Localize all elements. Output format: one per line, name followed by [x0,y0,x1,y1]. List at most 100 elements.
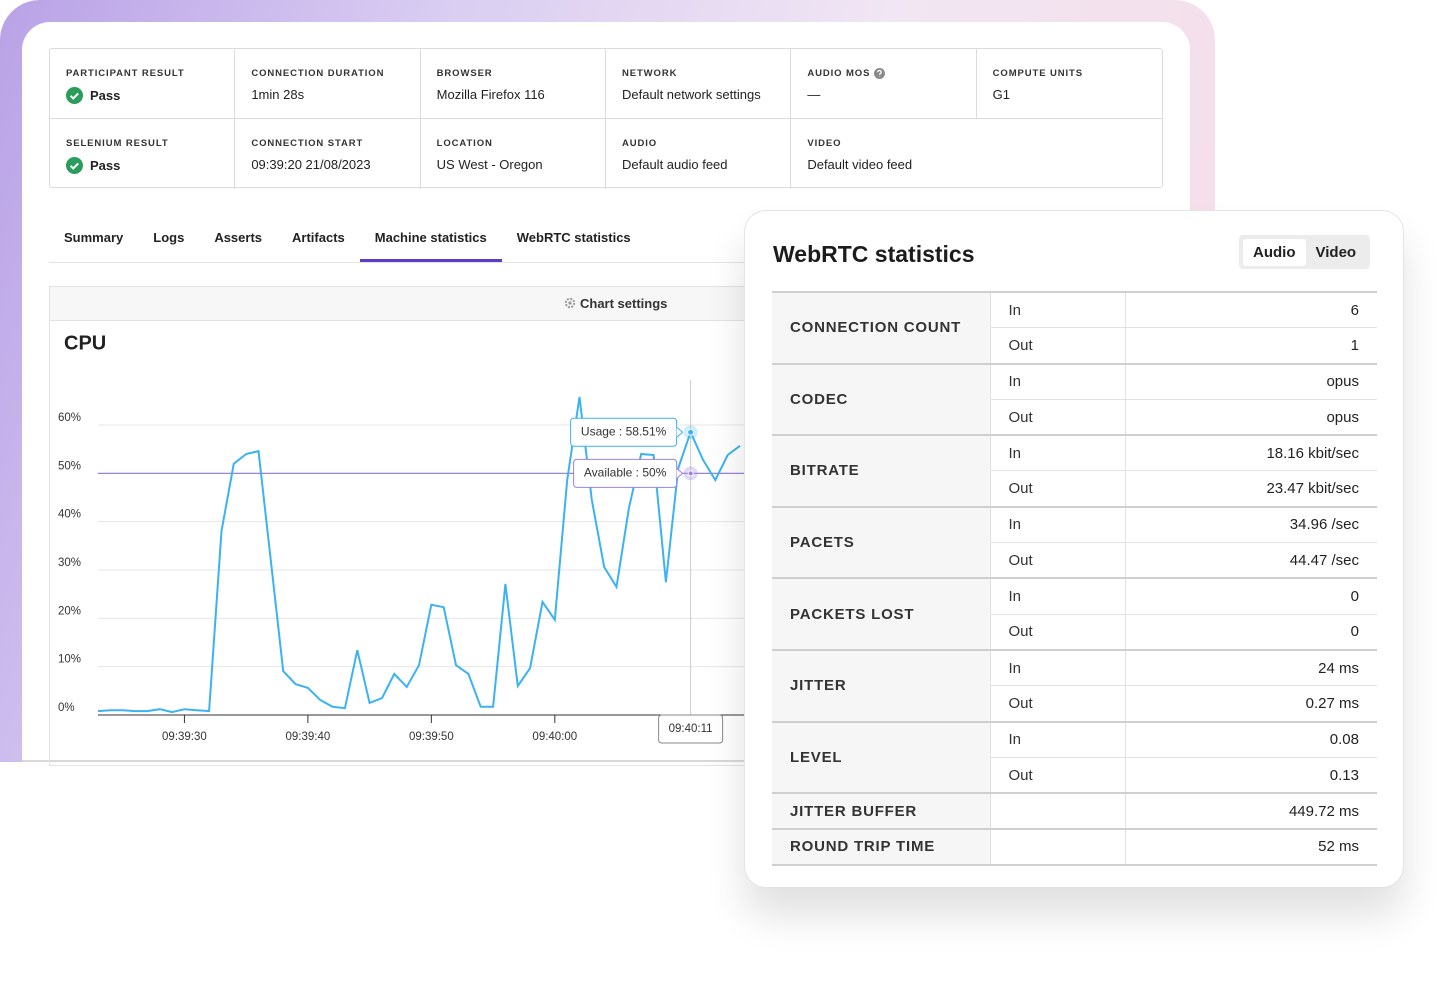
stats-row: Out 0 [772,613,1377,650]
stats-row: LEVEL In 0.08 [772,720,1377,794]
stat-direction: In [990,434,1126,471]
tab[interactable]: WebRTC statistics [516,230,631,245]
stat-direction: Out [990,542,1126,579]
tooltip-arrow [676,467,684,479]
value-text: — [807,87,821,102]
stat-value: 34.96 /sec [1125,505,1377,543]
value-text: 1min 28s [251,87,305,102]
label-text: CONNECTION DURATION [251,68,385,79]
stat-direction: In [990,720,1126,758]
stats-row: CONNECTION COUNT In 6 [772,291,1377,364]
stat-value: 449.72 ms [1125,792,1377,829]
cell-value: US West - Oregon [437,157,605,172]
tab[interactable]: Machine statistics [359,222,502,262]
hover-point [687,470,694,477]
cell-value: Pass [66,157,234,174]
label-text: PARTICIPANT RESULT [66,68,185,79]
usage-line [97,396,741,714]
stat-direction [990,792,1126,829]
stat-value: 1 [1125,327,1377,364]
y-tick-label: 60% [58,412,81,424]
cell-label: BROWSER [437,68,605,79]
label-text: CONNECTION START [251,138,364,149]
value-text: Default network settings [621,87,761,102]
stat-name: CONNECTION COUNT [772,291,991,364]
y-tick-label: 40% [58,509,81,521]
icon-circle [66,157,83,174]
cell-value: 09:39:20 21/08/2023 [251,157,419,172]
stats-row: Out 1 [772,327,1377,364]
stat-direction: Out [990,398,1126,436]
label-text: AUDIO [621,138,658,149]
stat-value: 18.16 kbit/sec [1125,434,1377,471]
stat-name: PACETS [772,505,991,579]
stat-value: 52 ms [1125,827,1377,866]
label-text: SELENIUM RESULT [66,138,169,149]
x-tick-label: 09:39:50 [409,731,454,743]
summary-cell: CONNECTION DURATION 1min 28s [235,49,421,119]
label-text: BROWSER [436,68,493,79]
cell-value: Pass [66,87,234,104]
chart-settings-button[interactable]: Chart settings [564,296,667,311]
stats-row: Out 44.47 /sec [772,542,1377,579]
y-tick-label: 20% [58,605,81,617]
stats-row: PACETS In 34.96 /sec [772,505,1377,579]
tab[interactable]: Summary [64,230,124,245]
stat-direction: In [990,291,1126,328]
stat-value: 0.08 [1125,720,1377,758]
gear-icon [564,297,576,309]
summary-cell: SELENIUM RESULT Pass [50,119,236,189]
x-tooltip-text: 09:40:11 [669,723,713,735]
y-tick-label: 30% [58,557,81,569]
stat-direction [990,827,1126,866]
x-tick-label: 09:39:30 [162,731,207,743]
stat-direction: In [990,505,1126,543]
stats-row: JITTER BUFFER 449.72 ms [772,792,1377,829]
x-tooltip-box [658,714,724,744]
stat-name: BITRATE [772,434,991,507]
cell-label: VIDEO [807,138,1162,149]
stat-direction: In [990,577,1126,615]
cell-label: AUDIO MOS [807,68,975,79]
stat-value: opus [1125,362,1377,400]
summary-cell: NETWORK Default network settings [605,49,792,119]
stat-value: 0 [1125,577,1377,615]
stat-direction: Out [990,327,1126,364]
value-text: Default audio feed [621,157,728,172]
cell-label: CONNECTION DURATION [251,68,419,79]
stat-name: JITTER BUFFER [772,792,991,829]
stats-row: Out opus [772,398,1377,436]
stats-row: ROUND TRIP TIME 52 ms [772,827,1377,866]
pass-icon [66,87,83,104]
summary-cell: PARTICIPANT RESULT Pass [50,49,236,119]
summary-cell: LOCATION US West - Oregon [421,119,606,189]
webrtc-panel: WebRTC statistics Audio Video CONNECTION … [744,210,1404,888]
tab-bar: Summary Logs Asserts Artifacts Machine stati… [49,222,744,263]
cell-value: — [807,87,975,102]
cell-value: 1min 28s [251,87,419,102]
chart-settings-label: Chart settings [580,296,668,311]
cell-label: AUDIO [622,138,790,149]
tab[interactable]: Artifacts [292,230,345,245]
stat-value: 44.47 /sec [1125,542,1377,579]
tooltip-text: Available : 50% [584,466,667,480]
value-text: Default video feed [807,157,913,172]
panel-title: WebRTC statistics [773,241,975,267]
cpu-chart: CPU 0% 10% 20% 30% 40% 50% 60% 09:39:30 09:39:40… [58,332,760,744]
cell-value: Default video feed [807,157,1162,172]
tab[interactable]: Logs [153,230,185,245]
x-tick-label: 09:39:40 [286,731,331,743]
media-toggle: Audio Video [1239,235,1371,269]
cell-value: Default network settings [622,87,790,102]
stats-row: BITRATE In 18.16 kbit/sec [772,434,1377,507]
value-text: G1 [992,87,1010,102]
stat-direction: Out [990,756,1126,794]
toggle-option[interactable]: Audio [1243,238,1306,266]
help-icon [874,68,886,79]
stats-row: Out 23.47 kbit/sec [772,470,1377,507]
icon-check [69,162,79,170]
summary-cell: AUDIO Default audio feed [606,119,792,189]
icon-check [69,92,79,100]
tab[interactable]: Asserts [214,230,263,245]
toggle-option[interactable]: Video [1315,243,1357,261]
